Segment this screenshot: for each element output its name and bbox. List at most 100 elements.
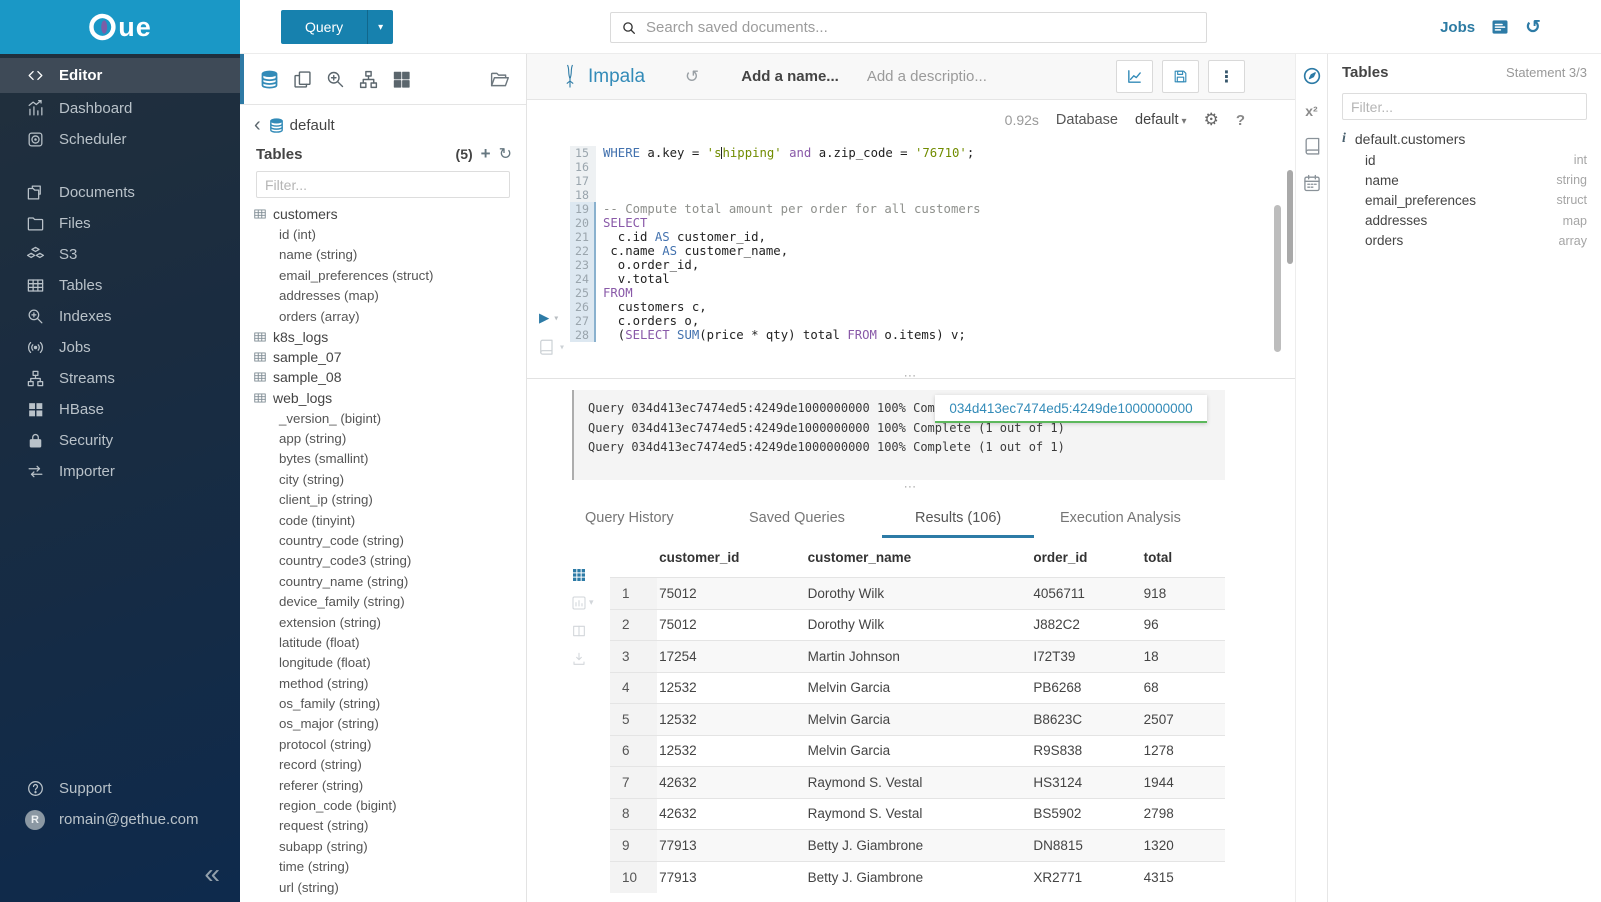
- sidebar-item[interactable]: Streams: [0, 363, 240, 394]
- tree-item[interactable]: longitude (float): [253, 653, 526, 673]
- sidebar-item[interactable]: Security: [0, 425, 240, 456]
- folder-open-icon[interactable]: [488, 68, 510, 90]
- tab[interactable]: Saved Queries: [749, 503, 845, 538]
- tree-item[interactable]: web_logs: [253, 388, 526, 408]
- sidebar-item-support[interactable]: Support: [0, 773, 240, 804]
- gear-icon[interactable]: ⚙: [1203, 110, 1219, 129]
- apps-grid-icon[interactable]: [390, 68, 412, 90]
- jobs-list-icon[interactable]: [1490, 17, 1510, 37]
- tree-item[interactable]: name (string): [253, 245, 526, 265]
- collapse-sidebar-icon[interactable]: «: [204, 858, 220, 889]
- sidebar-item[interactable]: Indexes: [0, 301, 240, 332]
- info-icon[interactable]: i: [1342, 131, 1346, 146]
- sidebar-item[interactable]: Dashboard: [0, 93, 240, 124]
- sidebar-item[interactable]: Jobs: [0, 332, 240, 363]
- chart-button[interactable]: [1116, 60, 1153, 93]
- sidebar-item[interactable]: HBase: [0, 394, 240, 425]
- query-name-field[interactable]: Add a name...: [741, 68, 839, 85]
- hue-logo[interactable]: ue: [88, 12, 152, 43]
- tree-item[interactable]: _version_ (bigint): [253, 408, 526, 428]
- add-table-icon[interactable]: +: [480, 144, 491, 163]
- tree-item[interactable]: user_agent (string): [253, 897, 526, 902]
- download-icon[interactable]: [571, 650, 588, 667]
- more-actions-button[interactable]: ⋮: [1208, 60, 1245, 93]
- new-query-button[interactable]: Query ▾: [281, 10, 394, 44]
- sidebar-item[interactable]: Importer: [0, 456, 240, 487]
- tree-item[interactable]: customers: [253, 204, 526, 224]
- tab[interactable]: Query History: [585, 503, 674, 538]
- tree-item[interactable]: device_family (string): [253, 591, 526, 611]
- tree-item[interactable]: city (string): [253, 469, 526, 489]
- tree-item[interactable]: country_name (string): [253, 571, 526, 591]
- database-name[interactable]: default: [289, 116, 335, 134]
- database-icon[interactable]: [258, 68, 280, 90]
- tree-item[interactable]: time (string): [253, 857, 526, 877]
- table-row[interactable]: 7 42632 Raymond S. Vestal HS3124 1944: [610, 766, 1225, 798]
- tree-item[interactable]: id (int): [253, 224, 526, 244]
- column-header[interactable]: order_id: [1033, 550, 1088, 565]
- tree-item[interactable]: code (tinyint): [253, 510, 526, 530]
- page-scrollbar[interactable]: [1287, 170, 1293, 264]
- tree-item[interactable]: extension (string): [253, 612, 526, 632]
- tables-filter-input[interactable]: [256, 171, 510, 198]
- tree-item[interactable]: url (string): [253, 877, 526, 897]
- column-header[interactable]: customer_id: [659, 550, 740, 565]
- editor-scrollbar[interactable]: [1274, 205, 1281, 352]
- tree-item[interactable]: sample_07: [253, 347, 526, 367]
- sitemap-icon[interactable]: [357, 68, 379, 90]
- column-header[interactable]: total: [1143, 550, 1173, 565]
- sidebar-item[interactable]: Files: [0, 208, 240, 239]
- tree-item[interactable]: method (string): [253, 673, 526, 693]
- tree-item[interactable]: orders (array): [253, 306, 526, 326]
- tree-item[interactable]: subapp (string): [253, 836, 526, 856]
- schedule-icon[interactable]: [1302, 173, 1322, 193]
- engine-name[interactable]: Impala: [588, 65, 646, 87]
- table-row[interactable]: 10 77913 Betty J. Giambrone XR2771 4315: [610, 860, 1225, 893]
- chart-view-icon[interactable]: ▾: [571, 594, 594, 611]
- active-table[interactable]: i default.customers: [1342, 128, 1587, 150]
- table-row[interactable]: 8 42632 Raymond S. Vestal BS5902 2798: [610, 797, 1225, 830]
- tree-item[interactable]: sample_08: [253, 367, 526, 387]
- database-select[interactable]: default ▾: [1135, 112, 1187, 128]
- search-input[interactable]: [646, 19, 1196, 36]
- table-row[interactable]: 2 75012 Dorothy Wilk J882C2 96: [610, 608, 1225, 641]
- jobs-link[interactable]: Jobs: [1440, 18, 1476, 36]
- column-item[interactable]: orders array: [1342, 231, 1587, 251]
- query-dropdown-caret[interactable]: ▾: [367, 10, 394, 44]
- sidebar-item[interactable]: Scheduler: [0, 124, 240, 155]
- sidebar-item-account[interactable]: R romain@gethue.com: [0, 804, 240, 835]
- sidebar-item[interactable]: Editor: [0, 58, 240, 93]
- query-description-field[interactable]: Add a descriptio...: [866, 68, 987, 85]
- tree-item[interactable]: referer (string): [253, 775, 526, 795]
- table-row[interactable]: 1 75012 Dorothy Wilk 4056711 918: [610, 577, 1225, 609]
- functions-icon[interactable]: x²: [1305, 103, 1318, 119]
- table-row[interactable]: 4 12532 Melvin Garcia PB6268 68: [610, 671, 1225, 704]
- column-item[interactable]: email_preferences struct: [1342, 190, 1587, 210]
- column-header[interactable]: customer_name: [807, 550, 912, 565]
- documents-icon[interactable]: [291, 68, 313, 90]
- navigator-icon[interactable]: [1302, 66, 1322, 86]
- right-filter-input[interactable]: [1342, 93, 1587, 120]
- tree-item[interactable]: region_code (bigint): [253, 795, 526, 815]
- table-row[interactable]: 6 12532 Melvin Garcia R9S838 1278: [610, 734, 1225, 767]
- resize-handle-2[interactable]: ⋯: [903, 479, 919, 494]
- column-item[interactable]: name string: [1342, 170, 1587, 190]
- language-reference-icon[interactable]: [1302, 136, 1322, 156]
- tree-item[interactable]: k8s_logs: [253, 326, 526, 346]
- table-row[interactable]: 5 12532 Melvin Garcia B8623C 2507: [610, 703, 1225, 735]
- tree-item[interactable]: country_code (string): [253, 530, 526, 550]
- tree-item[interactable]: os_major (string): [253, 714, 526, 734]
- grid-view-icon[interactable]: [571, 566, 588, 583]
- refresh-icon[interactable]: ↻: [498, 146, 512, 163]
- run-options-caret[interactable]: ▾: [553, 312, 560, 324]
- query-button-label[interactable]: Query: [281, 10, 368, 44]
- run-query-button[interactable]: ▶ ▾: [539, 308, 559, 328]
- back-icon[interactable]: ‹: [254, 114, 261, 136]
- columns-view-icon[interactable]: [571, 622, 588, 639]
- save-button[interactable]: [1162, 60, 1199, 93]
- tree-item[interactable]: request (string): [253, 816, 526, 836]
- tab[interactable]: Execution Analysis: [1060, 503, 1181, 538]
- table-row[interactable]: 3 17254 Martin Johnson I72T39 18: [610, 640, 1225, 672]
- tree-item[interactable]: client_ip (string): [253, 489, 526, 509]
- tree-item[interactable]: addresses (map): [253, 286, 526, 306]
